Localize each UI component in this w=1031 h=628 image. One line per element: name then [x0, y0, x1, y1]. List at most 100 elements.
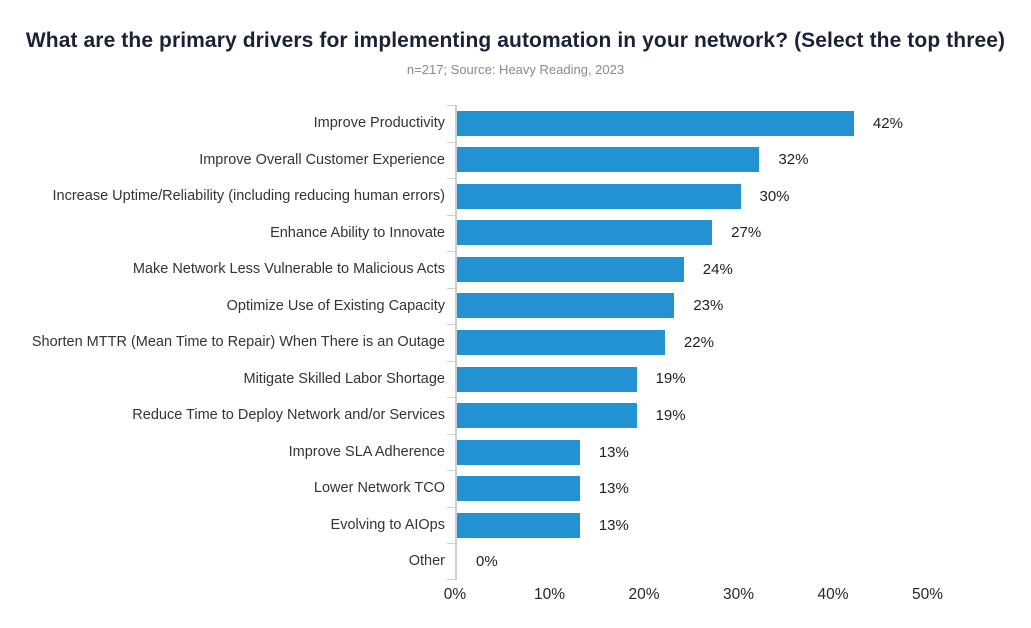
category-label: Reduce Time to Deploy Network and/or Ser… — [132, 407, 445, 424]
y-axis-tick — [447, 579, 455, 580]
x-axis-tick-label: 40% — [817, 586, 849, 603]
category-label: Other — [408, 553, 445, 570]
bar-row: Improve SLA Adherence 13% — [0, 434, 1031, 471]
y-axis-tick — [447, 470, 455, 471]
chart-subtitle: n=217; Source: Heavy Reading, 2023 — [406, 62, 625, 77]
x-axis-tick-label: 0% — [443, 586, 467, 603]
bar-track: 42% — [457, 105, 1031, 142]
bar-row: Optimize Use of Existing Capacity 23% — [0, 288, 1031, 325]
value-label: 19% — [655, 407, 686, 425]
value-label: 42% — [872, 114, 903, 132]
bar-row: Evolving to AIOps 13% — [0, 507, 1031, 544]
category-label-cell: Improve Overall Customer Experience — [0, 153, 445, 168]
value-label: 24% — [702, 260, 733, 278]
category-label-cell: Increase Uptime/Reliability (including r… — [0, 189, 445, 204]
y-axis-tick — [447, 251, 455, 252]
category-label-cell: Reduce Time to Deploy Network and/or Ser… — [0, 408, 445, 423]
value-label: 30% — [759, 187, 790, 205]
category-label-cell: Make Network Less Vulnerable to Maliciou… — [0, 262, 445, 277]
y-axis-line — [447, 105, 457, 580]
value-label: 23% — [693, 297, 724, 315]
category-label: Lower Network TCO — [313, 480, 445, 497]
category-label: Improve Overall Customer Experience — [199, 151, 445, 168]
category-label: Improve SLA Adherence — [288, 443, 445, 460]
bar — [457, 110, 854, 136]
bar-track: 19% — [457, 361, 1031, 398]
x-axis-tick-label: 50% — [911, 586, 944, 603]
category-label: Make Network Less Vulnerable to Maliciou… — [132, 261, 445, 278]
bar — [457, 439, 580, 465]
bar — [457, 293, 675, 319]
value-label: 0% — [476, 553, 498, 571]
category-label: Evolving to AIOps — [330, 516, 445, 533]
bar-row: Mitigate Skilled Labor Shortage 19% — [0, 361, 1031, 398]
bar-row: Enhance Ability to Innovate 27% — [0, 215, 1031, 252]
category-label: Improve Productivity — [313, 115, 445, 132]
y-axis-tick — [447, 142, 455, 143]
y-axis-tick — [447, 105, 455, 106]
bar-row: Increase Uptime/Reliability (including r… — [0, 178, 1031, 215]
value-label: 19% — [655, 370, 686, 388]
bar-row: Improve Overall Customer Experience 32% — [0, 142, 1031, 179]
value-label: 27% — [731, 224, 762, 242]
x-axis-tick-label: 30% — [722, 586, 755, 603]
bar-row: Reduce Time to Deploy Network and/or Ser… — [0, 397, 1031, 434]
bar-track: 32% — [457, 142, 1031, 179]
category-label-cell: Evolving to AIOps — [0, 518, 445, 533]
x-axis-tick-label: 10% — [533, 586, 566, 603]
category-label: Increase Uptime/Reliability (including r… — [52, 188, 445, 205]
bar-track: 22% — [457, 324, 1031, 361]
value-label: 13% — [598, 443, 629, 461]
category-label-cell: Optimize Use of Existing Capacity — [0, 299, 445, 314]
category-label: Enhance Ability to Innovate — [270, 224, 445, 241]
bar-row: Lower Network TCO 13% — [0, 470, 1031, 507]
bar — [457, 220, 713, 246]
y-axis-tick — [447, 434, 455, 435]
bar — [457, 403, 637, 429]
x-axis-tick-label: 20% — [628, 586, 660, 603]
bar-track: 13% — [457, 507, 1031, 544]
bar-chart: Improve Productivity 42% Improve Overall… — [0, 105, 1031, 603]
value-label: 13% — [598, 480, 629, 498]
value-label: 22% — [683, 333, 714, 351]
bar-row: Make Network Less Vulnerable to Maliciou… — [0, 251, 1031, 288]
bar — [457, 256, 684, 282]
chart-title: What are the primary drivers for impleme… — [25, 29, 1006, 52]
y-axis-tick — [447, 361, 455, 362]
category-label-cell: Enhance Ability to Innovate — [0, 226, 445, 241]
category-label-cell: Improve Productivity — [0, 116, 445, 131]
y-axis-tick — [447, 507, 455, 508]
bar-track: 13% — [457, 434, 1031, 471]
category-label: Shorten MTTR (Mean Time to Repair) When … — [31, 334, 445, 351]
bar-rows: Improve Productivity 42% Improve Overall… — [0, 105, 1031, 580]
bar-row: Shorten MTTR (Mean Time to Repair) When … — [0, 324, 1031, 361]
category-label-cell: Other — [0, 554, 445, 569]
bar — [457, 329, 665, 355]
y-axis-tick — [447, 288, 455, 289]
bar-track: 19% — [457, 397, 1031, 434]
y-axis-tick — [447, 215, 455, 216]
category-label: Mitigate Skilled Labor Shortage — [243, 370, 445, 387]
bar-track: 27% — [457, 215, 1031, 252]
bar-track: 0% — [457, 543, 1031, 580]
bar-row: Improve Productivity 42% — [0, 105, 1031, 142]
category-label: Optimize Use of Existing Capacity — [226, 297, 445, 314]
category-label-cell: Lower Network TCO — [0, 481, 445, 496]
bar-track: 24% — [457, 251, 1031, 288]
bar — [457, 183, 741, 209]
category-label-cell: Shorten MTTR (Mean Time to Repair) When … — [0, 335, 445, 350]
bar-row: Other 0% — [0, 543, 1031, 580]
bar-track: 30% — [457, 178, 1031, 215]
x-axis-labels: 0% 10% 20% 30% 40% 50% — [0, 586, 1031, 610]
bar — [457, 476, 580, 502]
bar-track: 13% — [457, 470, 1031, 507]
value-label: 13% — [598, 516, 629, 534]
y-axis-tick — [447, 397, 455, 398]
bar — [457, 512, 580, 538]
y-axis-tick — [447, 543, 455, 544]
bar — [457, 366, 637, 392]
category-label-cell: Improve SLA Adherence — [0, 445, 445, 460]
y-axis-tick — [447, 324, 455, 325]
bar — [457, 147, 760, 173]
